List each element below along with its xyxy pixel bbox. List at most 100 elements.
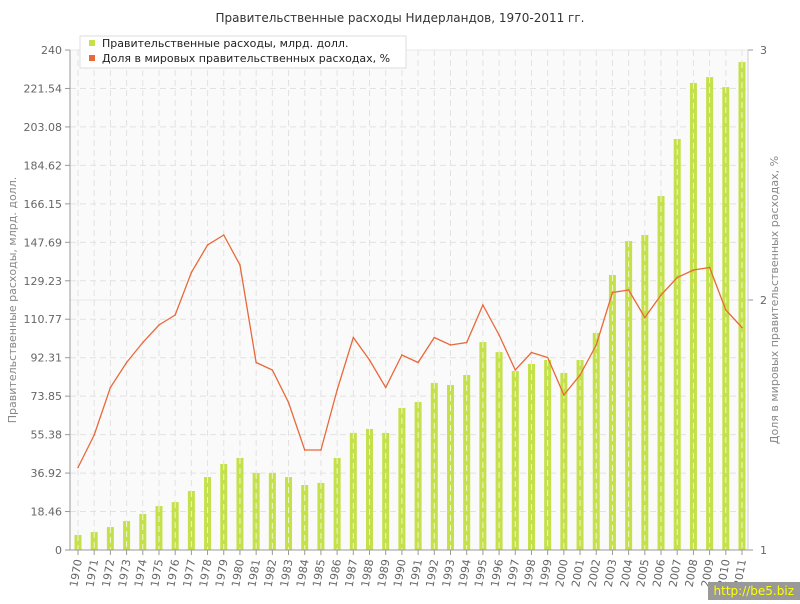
x-tick-label: 2007 xyxy=(667,558,685,588)
x-tick-label: 1973 xyxy=(116,558,134,588)
y2-tick-label: 1 xyxy=(760,544,767,557)
y-tick-label: 221.54 xyxy=(24,82,63,95)
x-tick-label: 2008 xyxy=(683,558,701,588)
line-point xyxy=(644,316,646,319)
line-point xyxy=(741,326,743,329)
line-point xyxy=(190,271,193,274)
x-tick-label: 1980 xyxy=(229,558,247,588)
bar xyxy=(74,535,82,550)
x-tick-label: 1977 xyxy=(181,558,199,588)
line-point xyxy=(611,291,614,294)
x-tick-label: 1985 xyxy=(310,558,328,588)
line-point xyxy=(708,266,711,269)
line-point xyxy=(158,324,160,326)
bar xyxy=(90,532,98,550)
y-tick-label: 184.62 xyxy=(24,159,63,172)
x-tick-label: 1994 xyxy=(456,558,474,588)
x-tick-label: 2011 xyxy=(731,558,749,588)
line-point xyxy=(287,401,290,404)
line-point xyxy=(77,466,79,469)
line-point xyxy=(384,386,387,389)
x-tick-label: 2006 xyxy=(650,558,668,588)
y2-axis-label: Доля в мировых правительственных расхода… xyxy=(768,156,781,444)
bar xyxy=(187,491,195,550)
line-point xyxy=(660,294,662,296)
bar xyxy=(252,472,260,550)
line-point xyxy=(595,344,598,346)
y2-tick-label: 2 xyxy=(760,294,767,307)
x-tick-label: 2003 xyxy=(602,558,620,588)
bar-series xyxy=(74,62,746,551)
x-tick-label: 1998 xyxy=(521,558,539,588)
bar xyxy=(706,77,714,550)
line-point xyxy=(433,336,436,339)
x-tick-label: 1983 xyxy=(278,558,296,588)
y-axis-label: Правительственные расходы, млрд. долл. xyxy=(6,177,19,423)
x-tick-label: 1999 xyxy=(537,558,555,588)
x-tick-label: 2005 xyxy=(634,558,652,588)
bar xyxy=(382,432,390,550)
bar xyxy=(560,372,568,550)
bar xyxy=(592,332,600,550)
x-tick-label: 2000 xyxy=(553,558,571,588)
x-tick-label: 1978 xyxy=(197,558,215,588)
line-point xyxy=(725,309,727,311)
bar xyxy=(333,457,341,550)
x-tick-label: 1972 xyxy=(100,558,118,588)
line-point xyxy=(449,344,452,346)
line-point xyxy=(692,269,695,271)
x-tick-label: 1974 xyxy=(132,558,150,588)
x-tick-label: 1984 xyxy=(294,558,312,588)
y-tick-label: 147.69 xyxy=(24,236,63,249)
legend-label-line: Доля в мировых правительственных расхода… xyxy=(102,52,390,65)
line-point xyxy=(546,356,549,359)
y-tick-label: 92.31 xyxy=(31,352,63,365)
line-series xyxy=(77,234,743,469)
x-tick-label: 1995 xyxy=(472,558,490,588)
x-tick-label: 1993 xyxy=(440,558,458,588)
line-point xyxy=(174,314,176,316)
chart-title: Правительственные расходы Нидерландов, 1… xyxy=(216,11,585,25)
x-tick-label: 1996 xyxy=(488,558,506,588)
y-tick-label: 73.85 xyxy=(31,390,63,403)
line-point xyxy=(255,361,257,364)
line-point xyxy=(303,449,306,451)
legend: Правительственные расходы, млрд. долл. Д… xyxy=(79,35,407,69)
bar xyxy=(204,477,212,550)
line-point xyxy=(320,449,322,451)
line-point xyxy=(206,244,209,246)
line-point xyxy=(627,289,630,291)
x-tick-label: 1986 xyxy=(326,558,344,588)
y-tick-label: 110.77 xyxy=(24,313,63,326)
y2-tick-label: 3 xyxy=(760,44,767,57)
line-point xyxy=(271,369,274,371)
x-tick-label: 1992 xyxy=(424,558,442,588)
x-tick-label: 1988 xyxy=(359,558,377,588)
line-point xyxy=(676,276,679,279)
bar xyxy=(657,196,665,550)
x-tick-label: 2001 xyxy=(569,558,587,588)
line-point xyxy=(125,361,128,364)
x-tick-label: 1979 xyxy=(213,558,231,588)
x-tick-label: 1976 xyxy=(164,558,182,588)
line-point xyxy=(368,359,371,361)
bar xyxy=(463,375,471,550)
line-point xyxy=(465,341,468,344)
line-point xyxy=(239,264,241,266)
line-point xyxy=(352,336,355,339)
line-point xyxy=(336,389,338,391)
watermark[interactable]: http://be5.biz xyxy=(707,582,800,600)
legend-swatch-line xyxy=(89,55,95,61)
x-tick-label: 2010 xyxy=(715,558,733,588)
bar xyxy=(349,432,357,550)
y-tick-label: 166.15 xyxy=(24,198,63,211)
y-tick-label: 36.92 xyxy=(31,467,63,480)
legend-swatch-bars xyxy=(89,40,95,46)
line-point xyxy=(222,234,225,236)
x-tick-label: 1971 xyxy=(83,558,101,588)
x-tick-label: 1982 xyxy=(262,558,280,588)
x-tick-label: 1991 xyxy=(407,558,425,588)
line-point xyxy=(482,304,484,306)
line-point xyxy=(417,361,419,364)
